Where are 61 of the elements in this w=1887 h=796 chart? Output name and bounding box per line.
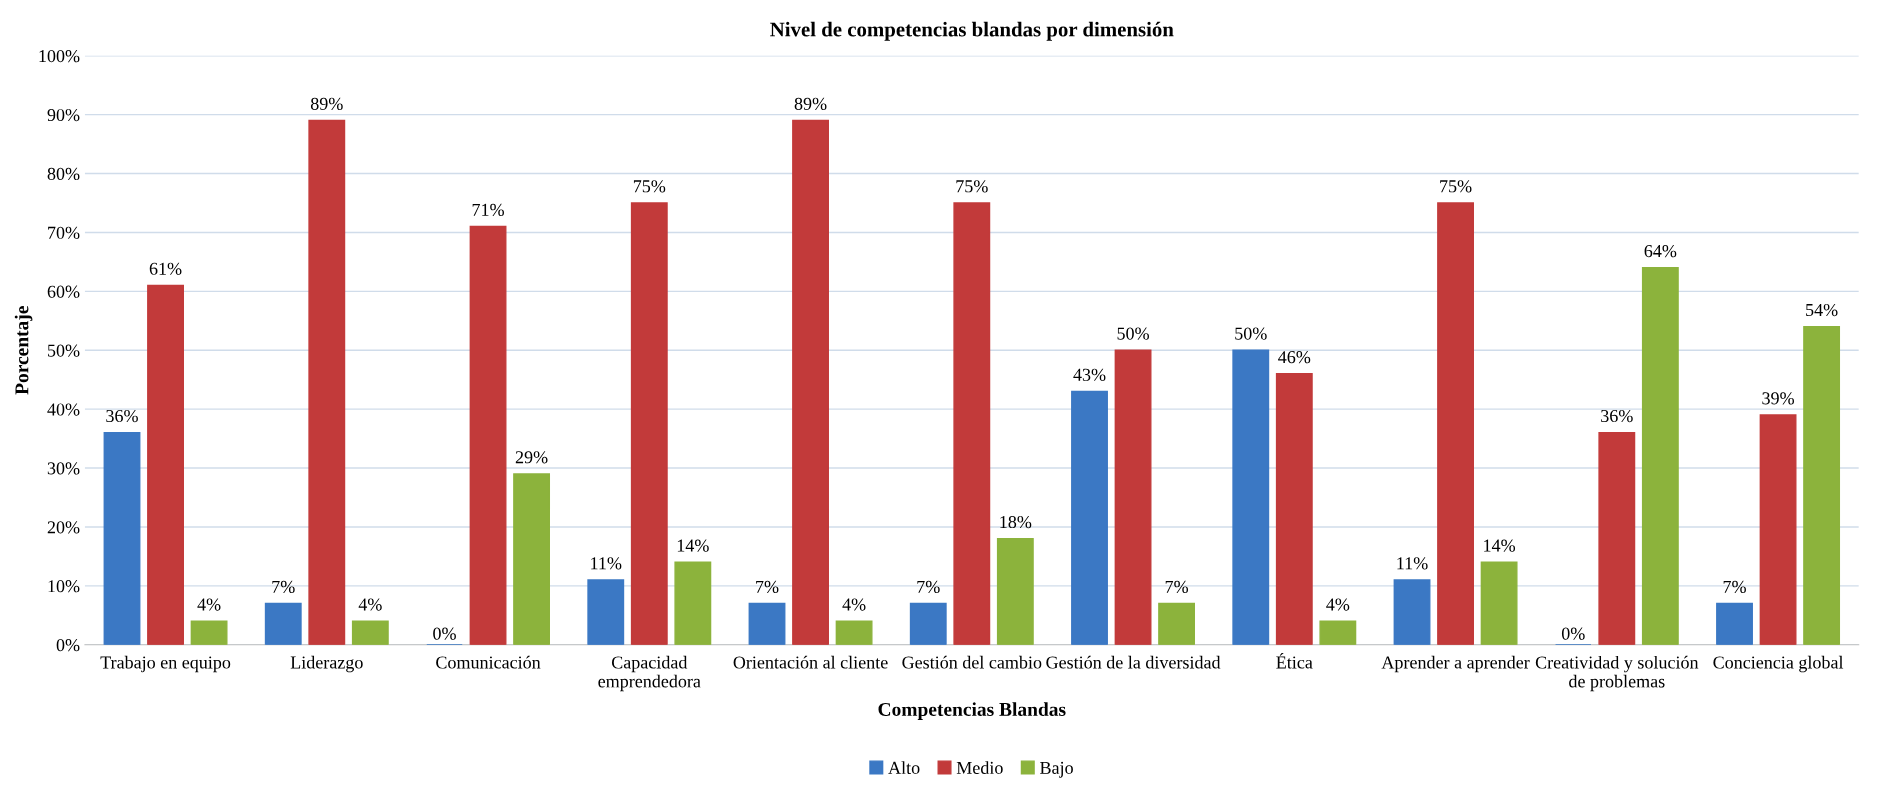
- y-tick-label: 90%: [47, 108, 80, 122]
- chart-title: Nivel de competencias blandas por dimensión: [770, 21, 1174, 41]
- data-label: 7%: [917, 580, 940, 593]
- x-axis-title: Competencias Blandas: [878, 702, 1066, 720]
- data-label: 89%: [310, 97, 343, 110]
- data-label: 50%: [1117, 327, 1149, 340]
- y-tick-label: 100%: [39, 49, 80, 63]
- data-label: 0%: [1561, 627, 1585, 640]
- x-tick-label: Orientación al cliente: [733, 655, 888, 669]
- data-label: 7%: [1723, 580, 1746, 593]
- y-tick-label: 10%: [48, 580, 80, 593]
- data-label: 4%: [197, 598, 221, 611]
- data-label: 39%: [1762, 392, 1794, 405]
- x-tick-label: Ética: [1276, 652, 1313, 669]
- data-label: 36%: [1601, 409, 1633, 423]
- y-tick-label: 20%: [47, 521, 80, 534]
- data-label: 14%: [1484, 539, 1516, 552]
- y-tick-label: 50%: [48, 344, 80, 357]
- data-label: 71%: [472, 203, 504, 216]
- data-label: 29%: [515, 451, 548, 464]
- data-label: 75%: [956, 180, 988, 193]
- data-label: 64%: [1644, 244, 1677, 258]
- y-tick-label: 70%: [48, 226, 80, 239]
- x-tick-label: Creatividad y solución de problemas: [1535, 655, 1699, 692]
- data-label: 89%: [794, 97, 827, 110]
- x-tick-label: Gestión de la diversidad: [1046, 655, 1221, 669]
- data-label: 75%: [633, 180, 666, 193]
- data-label: 14%: [677, 539, 709, 552]
- data-label: 4%: [1326, 598, 1350, 611]
- data-label: 18%: [1000, 515, 1032, 529]
- x-tick-label: Comunicación: [436, 655, 541, 669]
- x-tick-label: Trabajo en equipo: [100, 655, 231, 673]
- data-label: 46%: [1278, 351, 1311, 364]
- data-label: 61%: [149, 262, 182, 275]
- data-label: 0%: [433, 627, 456, 640]
- legend-label: Medio: [956, 761, 1003, 774]
- x-tick-label: Liderazgo: [290, 655, 363, 673]
- data-label: 54%: [1806, 303, 1838, 317]
- x-tick-label: Capacidad emprendedora: [598, 655, 701, 692]
- data-label: 36%: [106, 409, 138, 423]
- data-label: 7%: [756, 580, 779, 593]
- data-label: 50%: [1235, 327, 1267, 340]
- y-tick-label: 30%: [47, 462, 80, 475]
- y-tick-label: 80%: [47, 167, 80, 181]
- y-axis-title: Porcentaje: [14, 306, 33, 395]
- legend-label: Bajo: [1040, 761, 1073, 778]
- data-label: 7%: [272, 580, 295, 593]
- data-label: 7%: [1165, 580, 1189, 593]
- data-label: 11%: [1397, 557, 1428, 570]
- x-tick-label: Gestión del cambio: [902, 655, 1042, 669]
- data-label: 4%: [358, 598, 382, 611]
- data-label: 75%: [1440, 180, 1472, 193]
- x-tick-label: Aprender a aprender: [1381, 655, 1530, 673]
- data-label: 11%: [591, 557, 622, 570]
- y-tick-label: 0%: [56, 639, 80, 652]
- data-label: 43%: [1073, 368, 1106, 381]
- data-label: 4%: [842, 598, 866, 611]
- x-tick-label: Conciencia global: [1713, 655, 1844, 673]
- y-tick-label: 40%: [47, 403, 80, 416]
- y-tick-label: 60%: [47, 285, 80, 298]
- legend-label: Alto: [888, 761, 920, 774]
